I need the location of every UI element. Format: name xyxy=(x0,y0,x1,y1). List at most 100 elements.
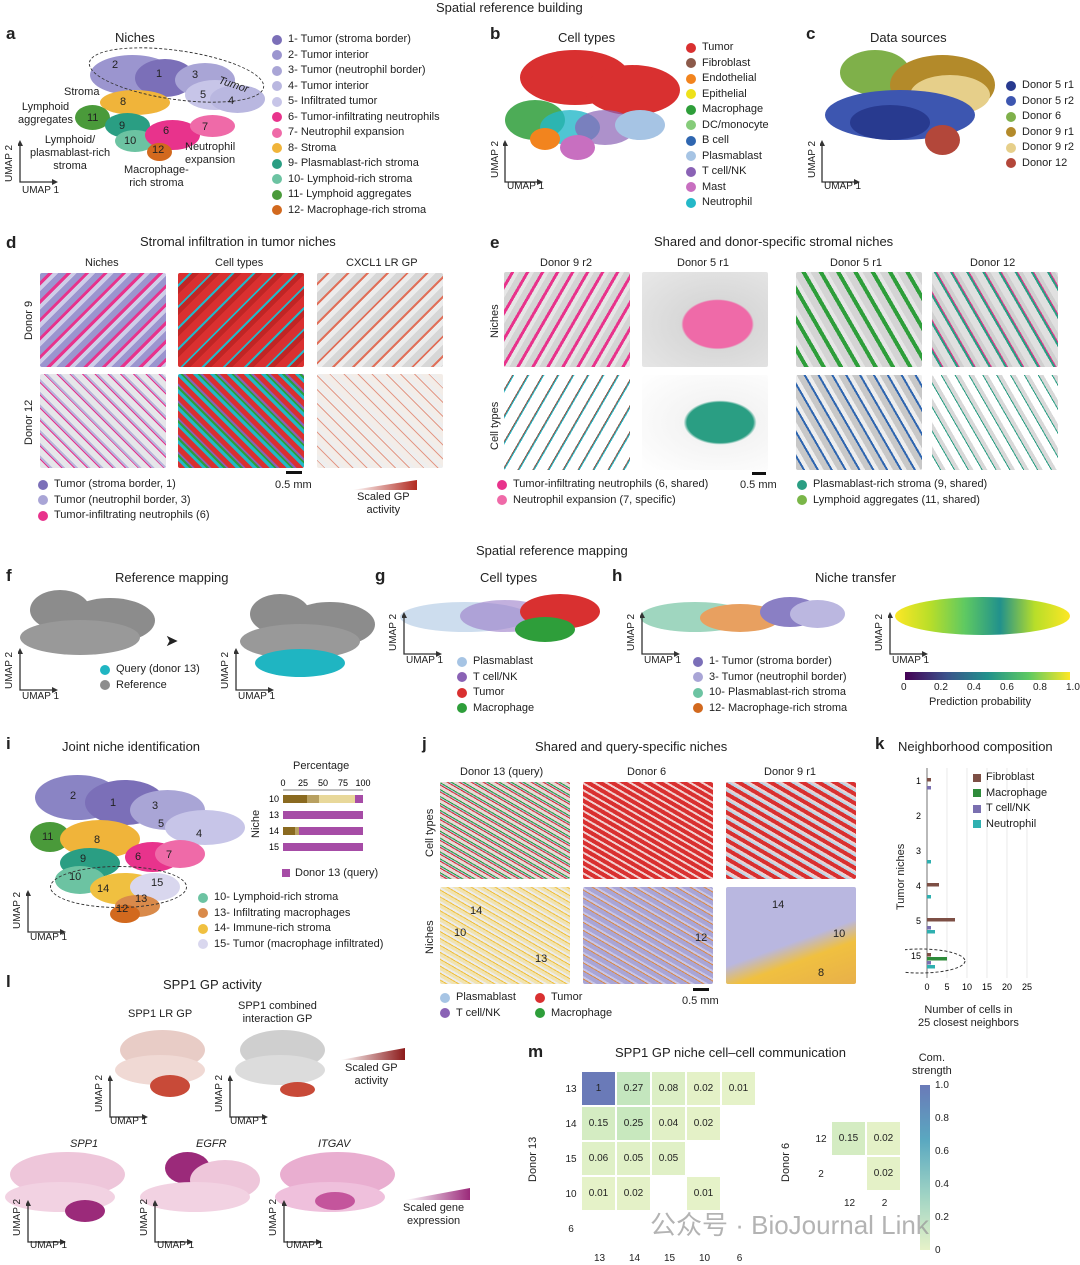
legend-label: Plasmablast xyxy=(473,655,533,667)
legend-item: Neutrophil expansion (7, specific) xyxy=(497,493,708,509)
legend-item: 9- Plasmablast-rich stroma xyxy=(272,156,440,172)
umap1-label: UMAP 1 xyxy=(22,691,60,702)
niche-num: 2 xyxy=(70,790,77,802)
panel-g-title: Cell types xyxy=(480,570,538,585)
legend-item: Neutrophil xyxy=(686,195,769,211)
niche-num: 6 xyxy=(163,125,170,137)
legend-swatch xyxy=(457,672,467,683)
tick-label: 25 xyxy=(1022,982,1032,992)
legend-item: T cell/NK xyxy=(457,670,534,686)
legend-panel-i: 10- Lymphoid-rich stroma 13- Infiltrating… xyxy=(198,890,383,952)
legend-swatch xyxy=(198,892,208,903)
niche-num: 9 xyxy=(80,853,87,865)
legend-label: T cell/NK xyxy=(473,670,518,683)
legend-label: Tumor (neutrophil border, 3) xyxy=(54,493,191,506)
legend-panel-h: 1- Tumor (stroma border) 3- Tumor (neutro… xyxy=(693,654,847,716)
panel-j-title: Shared and query-specific niches xyxy=(535,739,728,754)
legend-item: 10- Lymphoid-rich stroma xyxy=(272,172,440,188)
umap2-label: UMAP 2 xyxy=(4,144,15,182)
legend-item: T cell/NK xyxy=(440,1006,535,1022)
bar xyxy=(927,961,931,965)
legend-swatch xyxy=(686,166,696,177)
legend-swatch xyxy=(693,687,703,698)
tissue-image xyxy=(726,782,856,879)
legend-swatch xyxy=(1006,80,1016,91)
joint-niche-umap xyxy=(30,770,265,925)
legend-item: Neutrophil xyxy=(973,817,1047,833)
legend-label: B cell xyxy=(702,134,729,146)
niche-num: 11 xyxy=(42,831,54,843)
legend-item: Mast xyxy=(686,180,769,196)
niche-num: 5 xyxy=(200,89,207,101)
bar-title: Percentage xyxy=(293,760,350,772)
legend-swatch xyxy=(535,1008,545,1019)
scalebar xyxy=(752,472,766,475)
k-xlabel: Number of cells in 25 closest neighbors xyxy=(918,1004,1019,1029)
legend-swatch xyxy=(272,65,282,76)
niche-num: 14 xyxy=(772,899,785,911)
legend-swatch xyxy=(1006,96,1016,107)
niche-num: 6 xyxy=(135,851,142,863)
panel-label-k: k xyxy=(875,734,885,753)
legend-label: Macrophage xyxy=(473,701,535,714)
legend-swatch xyxy=(38,495,48,506)
legend-swatch xyxy=(272,96,282,107)
row-header: Cell types xyxy=(424,808,436,857)
bar-legend: Donor 13 (query) xyxy=(282,867,378,879)
niche-num: 10 xyxy=(454,927,467,939)
legend-item: 10- Lymphoid-rich stroma xyxy=(198,890,383,906)
legend-label: Mast xyxy=(702,180,726,193)
niche-umap-h xyxy=(640,592,850,647)
umap2-label: UMAP 2 xyxy=(220,651,231,689)
niche-num: 13 xyxy=(135,893,148,905)
umap2-label: UMAP 2 xyxy=(12,891,23,929)
bar xyxy=(927,965,935,969)
umap-axes-b xyxy=(503,140,543,185)
legend-label: 8- Stroma xyxy=(288,141,337,154)
legend-swatch xyxy=(693,672,703,683)
niche-num: 11 xyxy=(87,112,99,124)
legend-label: 6- Tumor-infiltrating neutrophils xyxy=(288,110,440,123)
colorbar-title: Com. strength xyxy=(912,1052,952,1077)
legend-item: Endothelial xyxy=(686,71,769,87)
legend-label: T cell/NK xyxy=(986,802,1031,814)
colorbar-ticks: 1.0 0.8 0.6 0.4 0.2 0 xyxy=(935,1080,965,1256)
panel-label-d: d xyxy=(6,233,17,252)
heatmap-cell: 0.05 xyxy=(652,1142,685,1175)
legend-item: Donor 5 r2 xyxy=(1006,94,1074,110)
umap1-label: UMAP 1 xyxy=(30,1240,68,1251)
legend-item: Lymphoid aggregates (11, shared) xyxy=(797,493,987,509)
legend-panel-f: Query (donor 13) Reference xyxy=(100,662,200,693)
tissue-image xyxy=(317,273,443,367)
col-header: Niches xyxy=(85,257,119,269)
legend-swatch xyxy=(693,703,703,714)
celltype-umap-g xyxy=(400,592,600,647)
panel-h-title: Niche transfer xyxy=(815,570,896,585)
col-header: Donor 5 r1 xyxy=(830,257,882,269)
legend-label: Tumor xyxy=(702,41,734,53)
legend-label: Query (donor 13) xyxy=(116,663,200,675)
arrow-icon: ➤ xyxy=(165,633,179,650)
gp-gradient xyxy=(352,480,417,490)
legend-item: 2- Tumor interior xyxy=(272,48,440,64)
tissue-image xyxy=(583,782,713,879)
bar-segment xyxy=(283,843,363,851)
legend-label: Neutrophil expansion (7, specific) xyxy=(513,493,676,506)
legend-swatch xyxy=(198,923,208,934)
gene-title: EGFR xyxy=(196,1138,227,1150)
panel-label-j: j xyxy=(422,734,427,753)
legend-swatch xyxy=(457,703,467,714)
section-header-building: Spatial reference building xyxy=(436,0,583,15)
legend-label: Donor 12 xyxy=(1022,156,1068,169)
legend-swatch xyxy=(497,495,507,506)
macro-label: Macrophage- rich stroma xyxy=(124,164,189,189)
niche-num: 4 xyxy=(228,95,235,107)
category-label: 10 xyxy=(269,794,279,804)
category-label: 15 xyxy=(911,951,921,961)
niche-num: 1 xyxy=(156,68,163,80)
niche-num: 1 xyxy=(110,797,117,809)
col-label: 13 xyxy=(593,1252,606,1264)
legend-label: 1- Tumor (stroma border) xyxy=(709,655,832,667)
gene-umap xyxy=(5,1152,130,1227)
legend-item: 1- Tumor (stroma border) xyxy=(272,32,440,48)
